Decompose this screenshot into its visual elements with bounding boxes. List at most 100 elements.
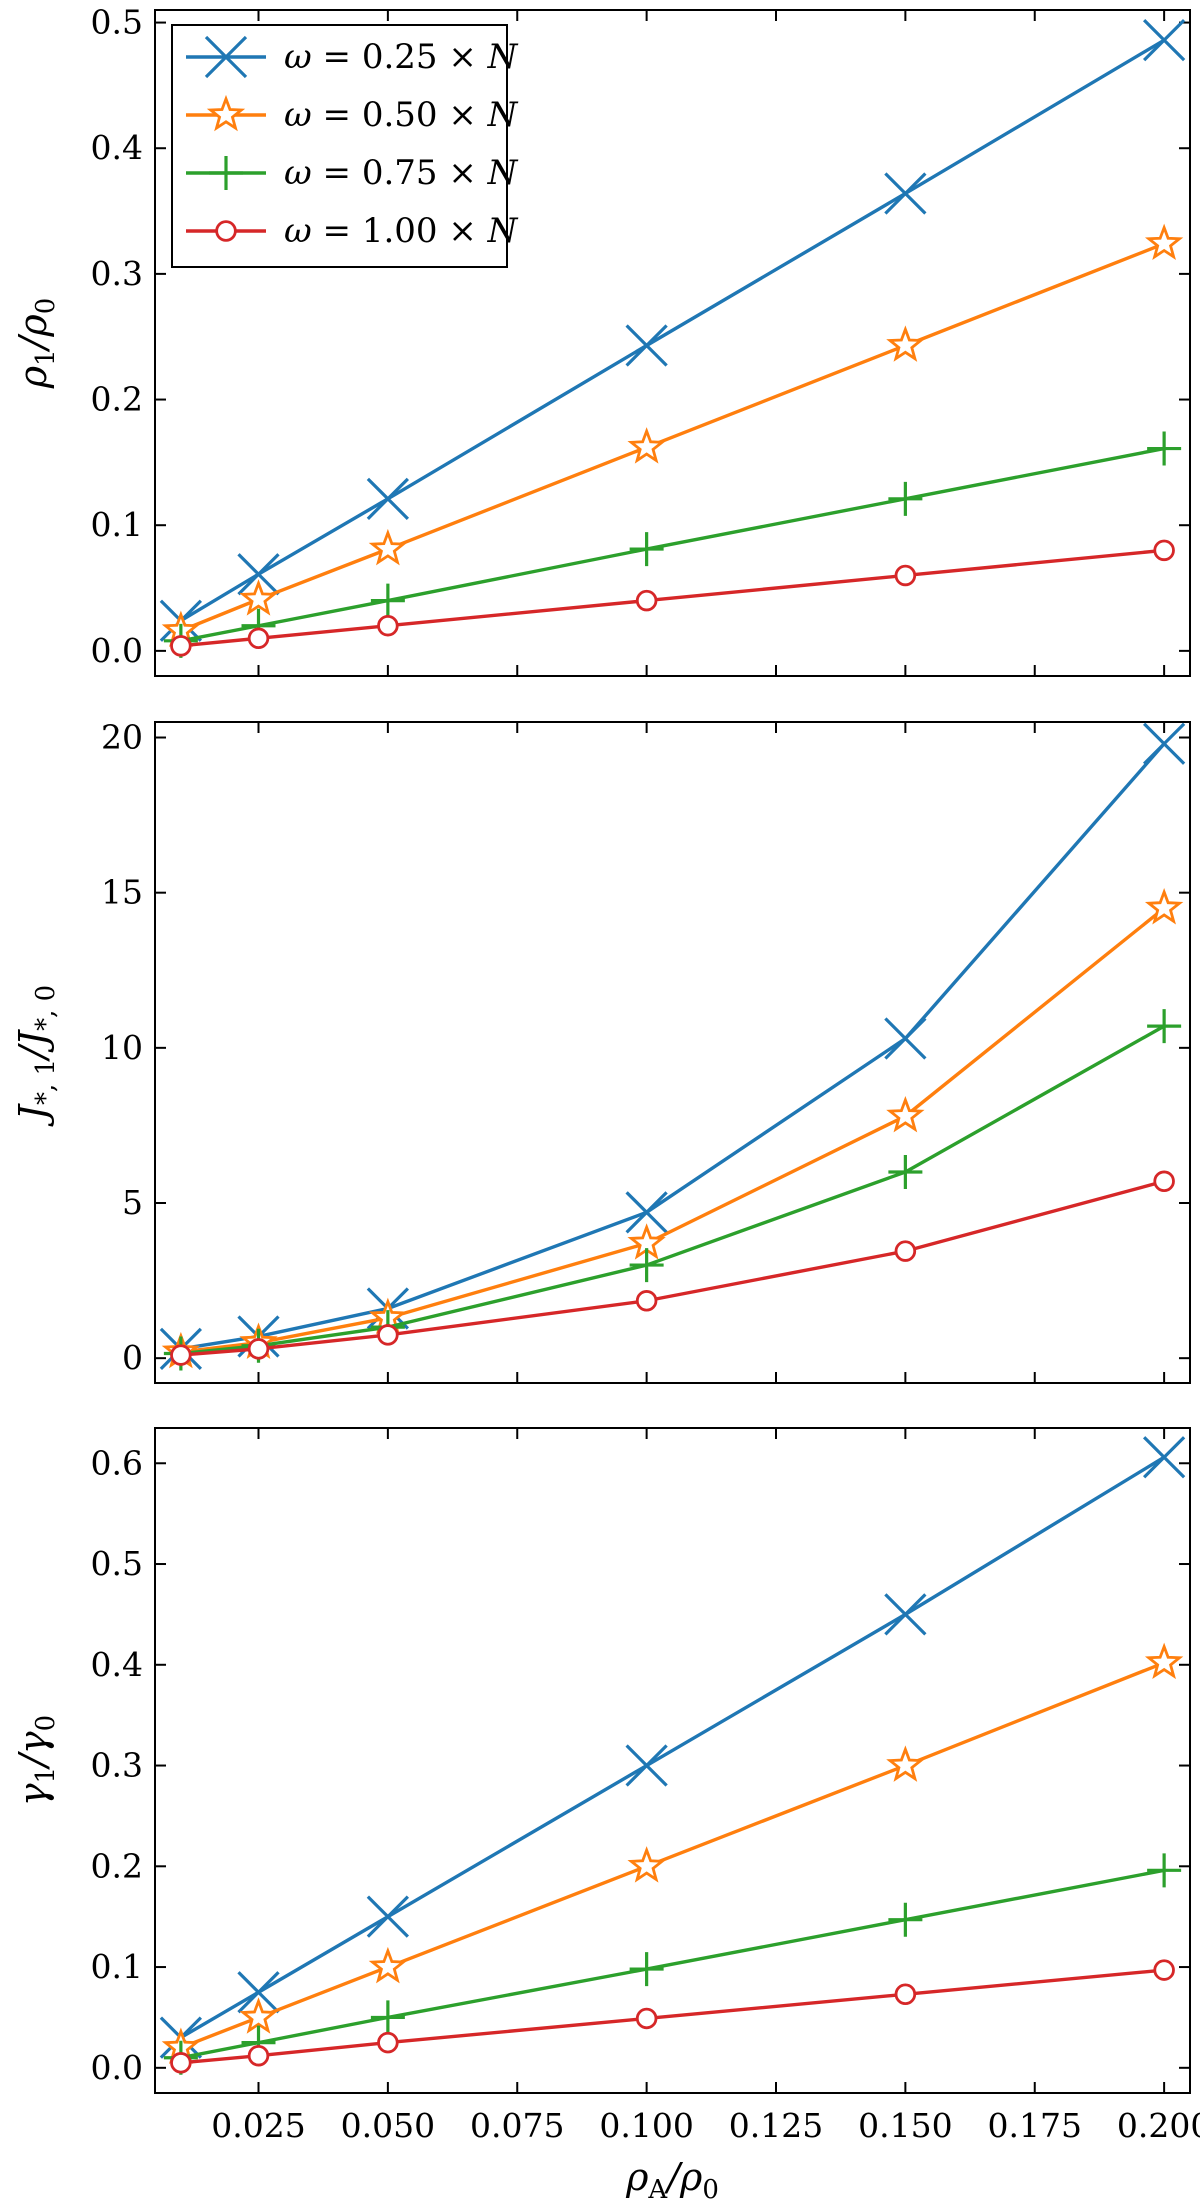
marker-plus: [1147, 1009, 1182, 1044]
series-line: [180, 548, 1165, 648]
y-tick-label: 20: [101, 718, 143, 757]
marker-x: [366, 1895, 410, 1938]
series-line: [180, 742, 1166, 1351]
axis-label-symbol: ρ: [11, 365, 55, 389]
marker-circle: [1153, 1959, 1175, 1981]
marker-circle: [1153, 539, 1175, 562]
marker-star: [1144, 223, 1184, 261]
marker-circle: [377, 614, 399, 637]
y-tick-label: 0.1: [91, 505, 143, 544]
marker-plus: [1147, 431, 1182, 466]
axis-label-symbol: /ρ: [11, 314, 55, 354]
series-4: [170, 1170, 1175, 1366]
x-tick-label: 0.050: [341, 2106, 435, 2145]
y-tick-label: 0.0: [91, 2048, 143, 2087]
legend-label-part: 1.00: [362, 211, 438, 251]
marker-circle: [377, 2031, 399, 2054]
marker-plus: [1147, 1853, 1182, 1888]
axis-label-subscript: *, 1: [31, 1059, 61, 1105]
axis-label-symbol: /γ: [11, 1731, 55, 1771]
marker-circle: [635, 1290, 658, 1312]
legend-label-part: × N: [438, 37, 519, 77]
marker-star: [1144, 1642, 1184, 1680]
series-1: [159, 1436, 1186, 2059]
marker-circle: [894, 1983, 917, 2006]
legend-label: ω = 0.50 × N: [284, 95, 519, 135]
y-axis-label: J*, 1/J*, 0: [11, 985, 61, 1127]
marker-x: [625, 1744, 668, 1787]
plot-frame: [154, 9, 1191, 677]
marker-star: [239, 579, 278, 616]
series-1: [159, 722, 1186, 1370]
plot-frame: [154, 1427, 1191, 2094]
legend-entry-3: ω = 0.75 × N: [186, 153, 519, 193]
marker-x: [237, 553, 280, 596]
axis-label-symbol: ρ: [625, 2155, 649, 2199]
axis-label-subscript: A: [647, 2175, 668, 2205]
marker-x: [884, 1017, 927, 1060]
legend-label-part: ω =: [284, 211, 362, 251]
y-tick-label: 0.4: [91, 128, 143, 167]
marker-x: [1142, 722, 1186, 765]
marker-circle: [247, 2044, 270, 2067]
marker-star: [368, 528, 408, 566]
x-tick-label: 0.200: [1117, 2106, 1200, 2145]
series-2: [161, 223, 1184, 648]
marker-plus: [209, 156, 243, 190]
marker-x: [366, 477, 410, 520]
y-tick-label: 5: [122, 1183, 143, 1222]
y-tick-label: 0.6: [91, 1443, 143, 1482]
x-tick-label: 0.150: [858, 2106, 952, 2145]
axis-label-subscript: 0: [31, 298, 61, 315]
axis-label-subscript: *, 0: [31, 985, 61, 1031]
subplot-1: 0.00.10.20.30.40.5ρ1/ρ0ω = 0.25 × Nω = 0…: [11, 3, 1191, 677]
marker-circle: [215, 220, 237, 242]
y-tick-label: 0.5: [91, 3, 143, 42]
y-tick-label: 0.3: [91, 1746, 143, 1785]
marker-x: [884, 1593, 927, 1636]
x-tick-label: 0.100: [599, 2106, 693, 2145]
y-tick-label: 10: [101, 1028, 143, 1067]
x-tick-label: 0.125: [729, 2106, 823, 2145]
marker-circle: [1153, 1170, 1175, 1193]
legend-label: ω = 0.75 × N: [284, 153, 519, 193]
marker-plus: [629, 532, 664, 567]
marker-x: [625, 1191, 668, 1234]
y-tick-label: 0.2: [91, 1846, 143, 1885]
series-line: [180, 38, 1165, 623]
marker-x: [1142, 1436, 1186, 1479]
legend-label-part: × N: [438, 211, 519, 251]
marker-x: [237, 1971, 280, 2014]
series-3: [163, 1853, 1182, 2075]
marker-circle: [635, 589, 658, 612]
y-tick-label: 0.0: [91, 631, 143, 670]
marker-star: [206, 94, 246, 132]
legend-entry-4: ω = 1.00 × N: [186, 211, 519, 251]
plot-frame: [154, 721, 1191, 1384]
x-tick-label: 0.175: [988, 2106, 1082, 2145]
marker-plus: [888, 1154, 923, 1189]
series-line: [180, 1868, 1165, 2060]
marker-star: [1144, 888, 1184, 925]
axis-label-subscript: 1: [31, 349, 61, 366]
legend-label-part: 0.75: [362, 153, 438, 193]
series-4: [170, 1959, 1175, 2074]
marker-circle: [377, 1324, 399, 1346]
x-axis-label: ρA/ρ0: [625, 2155, 719, 2205]
marker-circle: [170, 1344, 192, 1366]
legend-label-part: ω =: [284, 153, 362, 193]
y-axis-label: ρ1/ρ0: [11, 298, 61, 390]
marker-plus: [888, 1902, 923, 1937]
marker-star: [886, 325, 925, 362]
x-tick-label: 0.075: [470, 2106, 564, 2145]
marker-circle: [247, 627, 270, 650]
marker-circle: [247, 1338, 270, 1360]
legend-label-part: 0.50: [362, 95, 438, 135]
axis-label-symbol: γ: [11, 1783, 55, 1806]
marker-circle: [170, 2052, 192, 2074]
marker-circle: [894, 1240, 917, 1262]
legend-label: ω = 0.25 × N: [284, 37, 519, 77]
series-line: [180, 1661, 1165, 2050]
marker-star: [627, 427, 666, 464]
marker-star: [368, 1946, 408, 1984]
